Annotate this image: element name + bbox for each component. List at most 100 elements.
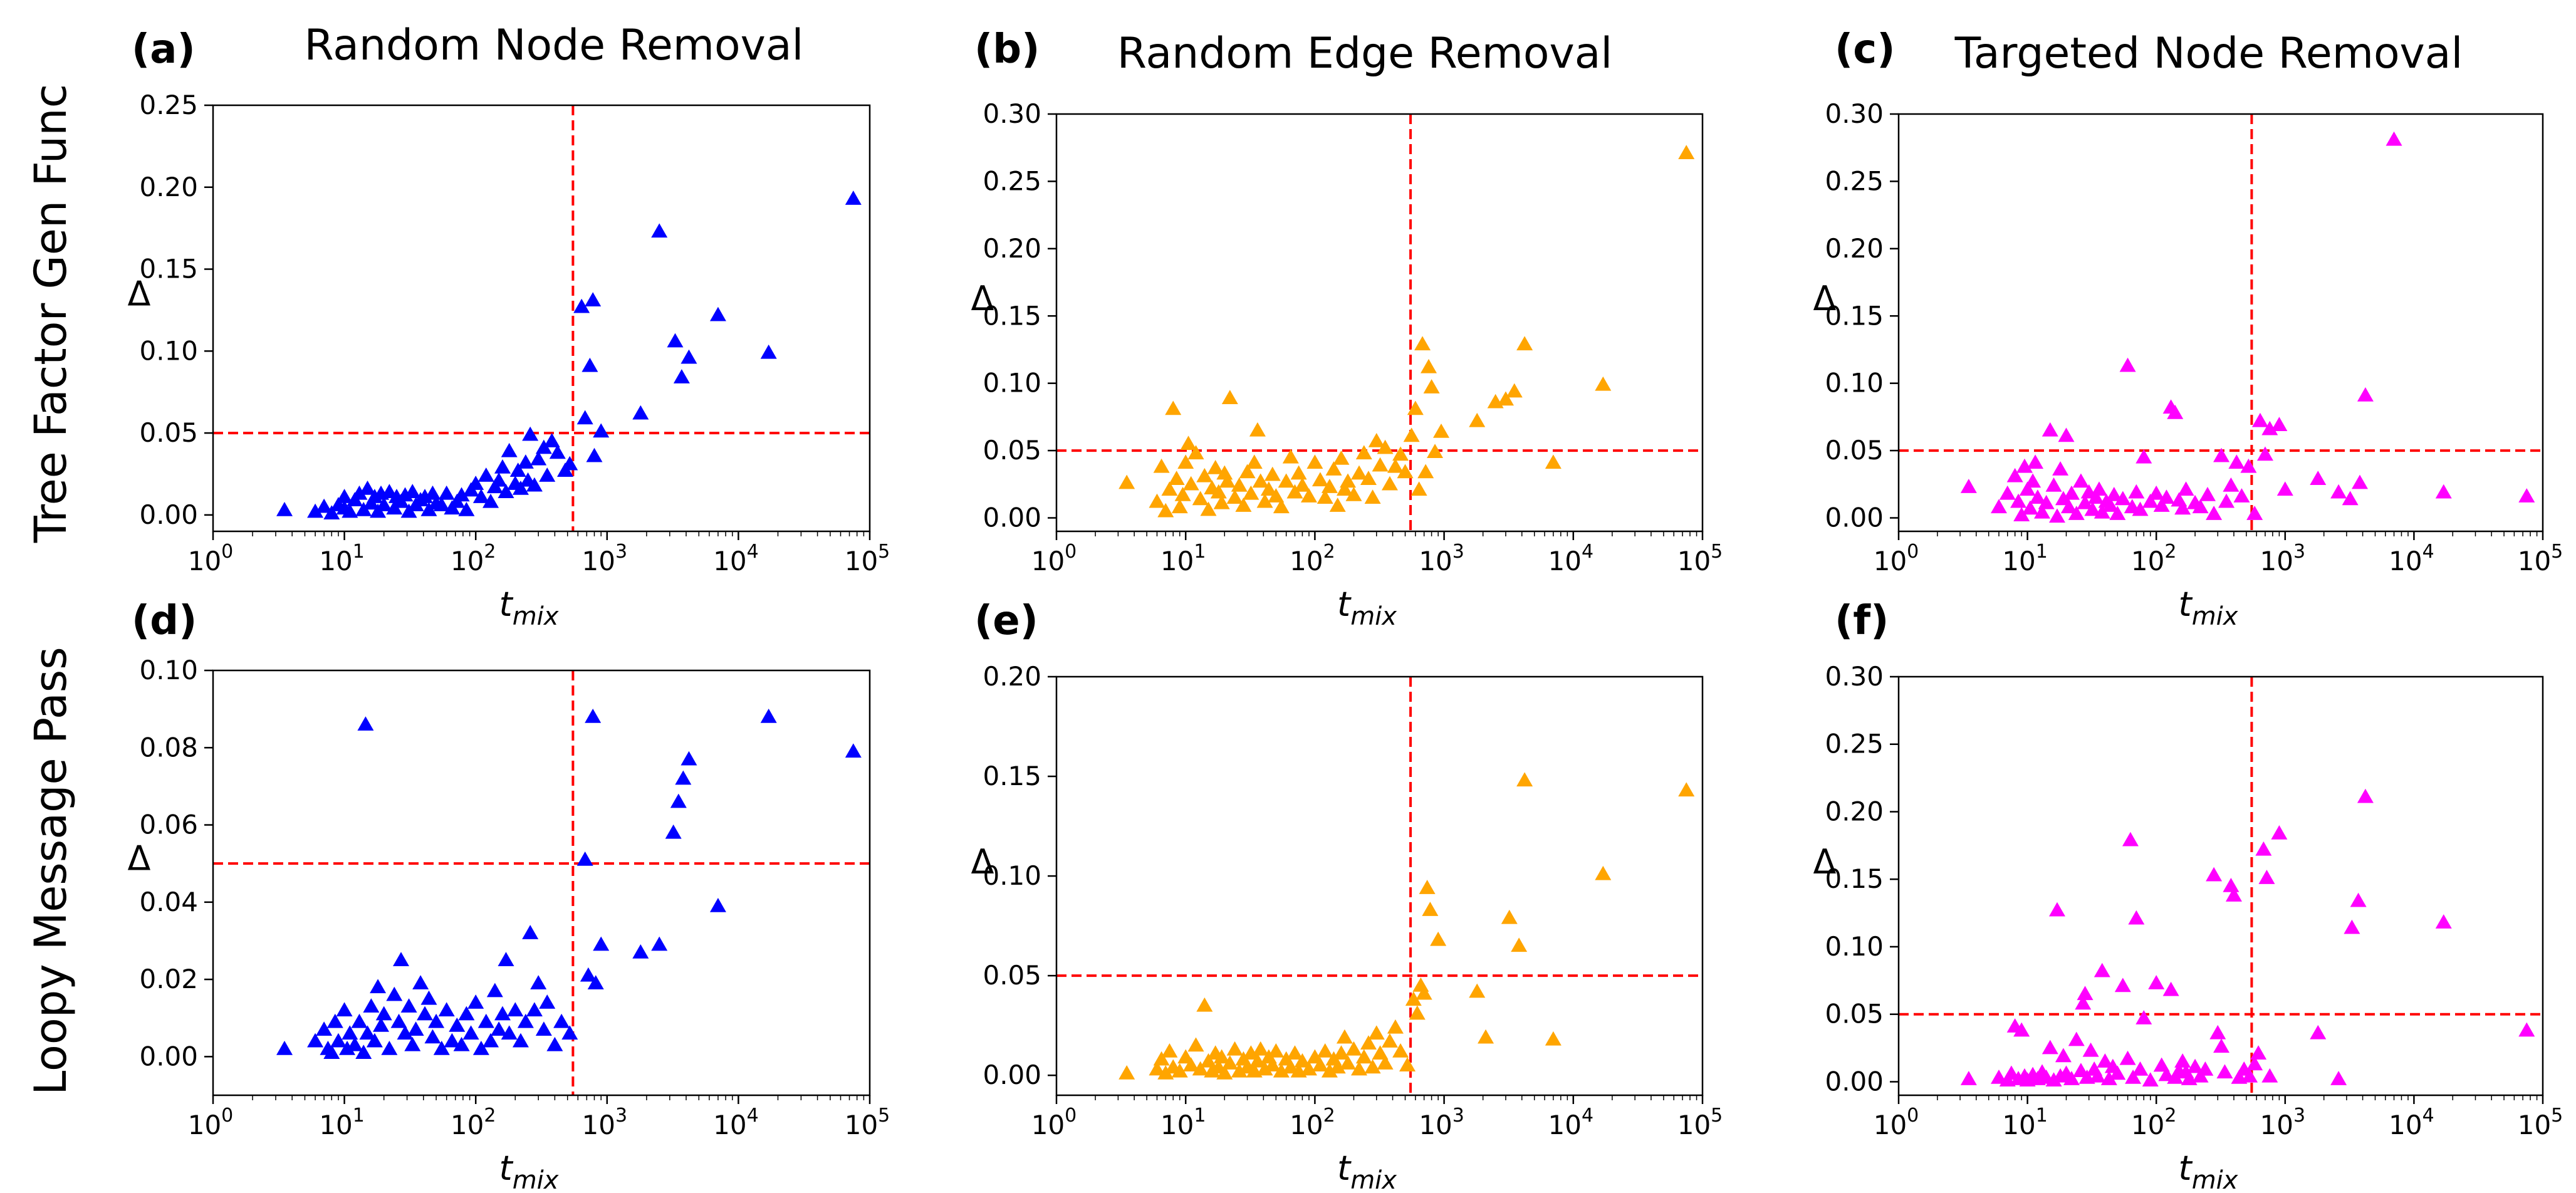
data-point — [1196, 997, 1213, 1012]
data-point — [2206, 867, 2223, 882]
data-point — [1368, 433, 1385, 447]
data-point — [1171, 1063, 1188, 1078]
data-point — [1340, 473, 1357, 488]
data-point — [1545, 454, 1562, 469]
data-point — [1264, 1057, 1281, 1072]
x-tick-exponent: 2 — [1323, 541, 1335, 563]
data-point — [2077, 986, 2094, 1001]
y-tick-label: 0.06 — [139, 810, 198, 840]
x-tick-label: 105 — [1677, 1105, 1723, 1140]
data-point — [2102, 498, 2119, 512]
data-point — [2084, 501, 2101, 516]
data-point — [1409, 1005, 1426, 1020]
data-point — [323, 505, 340, 519]
x-tick-label: 104 — [2389, 1105, 2434, 1140]
data-point — [526, 1002, 543, 1017]
row-label-1: Tree Factor Gen Func — [25, 84, 76, 543]
data-point — [2310, 1024, 2327, 1039]
data-point — [342, 503, 358, 518]
y-axis-label: Δ — [971, 279, 994, 318]
data-point — [1311, 1057, 1328, 1072]
x-tick-exponent: 3 — [2293, 1105, 2305, 1127]
data-point — [553, 1013, 570, 1028]
y-tick-label: 0.20 — [1825, 233, 1884, 264]
data-point — [1213, 1049, 1230, 1064]
x-tick-exponent: 2 — [484, 1105, 496, 1127]
data-point — [1153, 1051, 1170, 1066]
data-point — [1364, 1059, 1381, 1074]
data-point — [1478, 1029, 1494, 1044]
data-point — [359, 481, 376, 495]
data-point — [1210, 484, 1227, 499]
data-point — [1392, 446, 1409, 461]
x-tick-exponent: 3 — [1452, 1105, 1464, 1127]
data-point — [2344, 919, 2360, 934]
data-point — [681, 751, 697, 766]
x-axis-label-subscript: mix — [1350, 602, 1397, 631]
y-tick-label: 0.25 — [1825, 729, 1884, 759]
y-tick-label: 0.05 — [983, 435, 1041, 466]
column-title-1: Random Node Removal — [305, 21, 804, 70]
data-point — [477, 467, 494, 482]
x-tick-label: 105 — [845, 1105, 890, 1140]
data-point — [1317, 489, 1333, 504]
data-point — [1177, 454, 1194, 469]
data-point — [1282, 449, 1299, 464]
data-point — [1497, 391, 1514, 406]
data-point — [1221, 390, 1238, 405]
data-point — [1249, 422, 1266, 437]
data-point — [424, 485, 441, 500]
data-point — [2233, 488, 2250, 503]
y-tick-label: 0.30 — [1825, 661, 1884, 692]
data-point — [2019, 481, 2036, 496]
data-point — [351, 485, 368, 500]
data-point — [2167, 404, 2184, 419]
data-point — [336, 489, 353, 503]
y-tick-label: 0.05 — [1825, 999, 1884, 1029]
data-point — [2357, 387, 2374, 402]
data-point — [1161, 481, 1178, 496]
data-point — [1180, 435, 1197, 451]
data-point — [1360, 471, 1377, 485]
y-tick-label: 0.04 — [139, 887, 198, 917]
data-point — [2435, 914, 2452, 929]
y-tick-label: 0.10 — [983, 368, 1041, 399]
data-point — [2029, 489, 2046, 504]
data-point — [390, 1013, 407, 1028]
x-tick-label: 105 — [2518, 1105, 2563, 1140]
data-point — [482, 1033, 499, 1048]
panel-letter: (b) — [974, 26, 1040, 73]
data-point — [509, 462, 526, 477]
data-point — [1372, 1045, 1389, 1060]
x-axis-label: tmix — [2179, 585, 2238, 631]
data-point — [2162, 981, 2179, 996]
data-point — [1182, 1057, 1199, 1072]
x-tick-exponent: 0 — [1065, 1105, 1077, 1127]
data-point — [539, 994, 556, 1009]
data-point — [2142, 493, 2159, 508]
panel-2: 100 101 102 103 104 1050.000.050.100.150.200.… — [971, 26, 1723, 631]
data-point — [535, 439, 552, 454]
x-tick-exponent: 4 — [2422, 1105, 2434, 1127]
x-tick-label: 104 — [713, 1105, 759, 1140]
data-point — [2119, 1050, 2136, 1065]
data-point — [845, 190, 862, 205]
data-point — [1399, 1057, 1416, 1072]
data-point — [593, 423, 610, 438]
data-point — [444, 1033, 461, 1048]
x-tick-label: 105 — [845, 541, 890, 576]
x-tick-label: 102 — [451, 1105, 496, 1140]
data-point — [1294, 477, 1311, 492]
data-point — [1273, 1063, 1290, 1078]
data-point — [1239, 464, 1256, 479]
data-point — [1333, 1045, 1350, 1060]
y-tick-label: 0.00 — [1825, 1066, 1884, 1097]
data-point — [1416, 985, 1432, 1000]
data-point — [359, 1025, 376, 1040]
data-point — [681, 349, 697, 364]
data-point — [2206, 506, 2223, 520]
data-point — [2330, 1071, 2347, 1085]
x-tick-label: 101 — [319, 1105, 365, 1140]
x-tick-exponent: 4 — [1582, 1105, 1593, 1127]
